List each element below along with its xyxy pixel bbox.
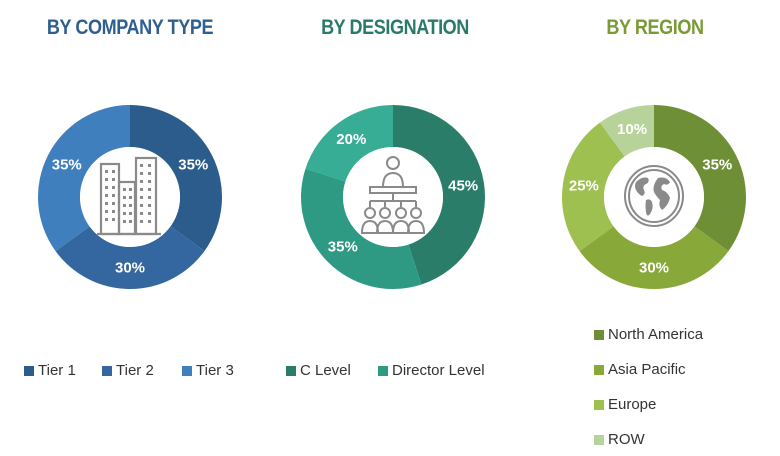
legend-swatch [286,365,296,376]
slice-label: 20% [336,131,366,148]
legend-item: Europe [594,396,656,413]
company-type-title: BY COMPANY TYPE [46,16,214,39]
company-type-panel: BY COMPANY TYPE 35% 30% 35% [0,0,260,456]
legend-item: Tier 1 [24,362,76,379]
slice-label: 30% [115,260,145,277]
legend-label: C Level [300,362,351,379]
region-donut: 35% 30% 25% 10% [562,105,746,289]
slice-c-level [393,105,485,285]
slice-label: 25% [569,177,599,194]
slice-tier-1 [130,105,222,252]
region-panel: BY REGION 35% 30% 25% 10% North America Asia… [530,0,780,456]
legend-item: Tier 3 [182,362,234,379]
donut-hole [604,147,704,247]
legend-item: Asia Pacific [594,361,686,378]
legend-label: North America [608,326,704,343]
region-title: BY REGION [606,16,704,39]
legend-item: ROW [594,431,645,448]
legend-label: Director Level [392,362,485,379]
legend-label: Tier 2 [116,362,154,379]
slice-north-america [654,105,746,252]
legend-item: Tier 2 [102,362,154,379]
slice-asia-pacific [579,226,729,289]
buildings-icon [97,156,161,236]
legend-swatch [594,329,604,340]
legend-item: North America [594,326,703,343]
slice-label: 45% [448,177,478,194]
slice-director-level [301,168,422,289]
slice-label: 35% [328,239,358,256]
legend-swatch [594,364,604,375]
slice-label: 35% [178,156,208,173]
legend-swatch [102,365,112,376]
legend-label: Tier 1 [38,362,76,379]
globe-icon [624,165,684,227]
legend-label: Tier 3 [196,362,234,379]
slice-label: 30% [639,260,669,277]
legend-swatch [378,365,388,376]
slice-tier-3 [37,105,130,252]
hierarchy-icon [360,156,426,234]
slice-row [599,105,654,157]
legend-swatch [594,399,604,410]
slice-label: 35% [52,156,82,173]
legend-label: Asia Pacific [608,361,686,378]
slice-label: 35% [702,156,732,173]
slice-europe [562,122,625,252]
legend-item: C Level [286,362,351,379]
legend-swatch [182,365,192,376]
slice-others [305,105,393,182]
legend-item: Director Level [378,362,485,379]
designation-panel: BY DESIGNATION 45% 35% 20% C Level Director… [260,0,530,456]
slice-tier-2 [55,226,205,289]
legend-swatch [24,365,34,376]
legend-swatch [594,434,604,445]
legend-label: Europe [608,396,657,413]
designation-title: BY DESIGNATION [321,16,469,39]
slice-label: 10% [617,121,647,138]
legend-label: ROW [608,431,645,448]
